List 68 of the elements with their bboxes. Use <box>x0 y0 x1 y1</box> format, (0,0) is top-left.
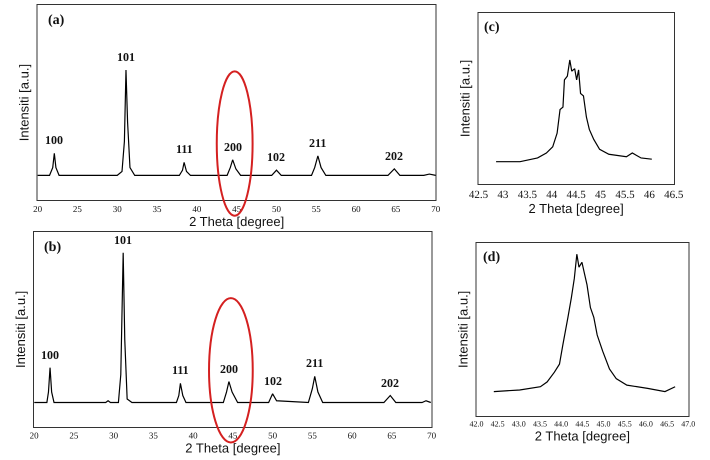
x-tick-label: 40 <box>188 430 198 441</box>
x-tick-label: 25 <box>72 204 82 214</box>
annotation: 202 <box>385 149 403 163</box>
x-tick-label: 65 <box>387 430 397 441</box>
x-tick-label: 35 <box>152 204 162 214</box>
x-axis-title: 2 Theta [degree] <box>528 201 624 216</box>
annotation: 102 <box>264 374 282 388</box>
x-tick-label: 46.5 <box>660 419 674 428</box>
annotation: 202 <box>381 376 399 390</box>
x-tick-label: 60 <box>352 204 362 214</box>
x-tick-label: 44.5 <box>575 419 590 428</box>
x-tick-label: 46 <box>644 189 656 202</box>
annotation: 102 <box>267 150 285 164</box>
x-tick-label: 30 <box>112 204 122 214</box>
x-tick-label: 45 <box>232 204 242 214</box>
annotation: 211 <box>306 356 324 370</box>
x-tick-label: 46.5 <box>664 189 684 202</box>
x-axis-title: 2 Theta [degree] <box>534 428 630 444</box>
annotation: 200 <box>224 140 242 154</box>
annotation: 111 <box>172 363 189 377</box>
x-tick-label: 70 <box>431 204 441 214</box>
x-tick-label: 60 <box>348 430 358 441</box>
x-tick-label: 65 <box>391 204 401 214</box>
x-tick-label: 43.0 <box>512 419 526 428</box>
y-axis-title: Intensiti [a.u.] <box>457 60 472 138</box>
x-tick-label: 43.5 <box>532 419 547 428</box>
x-tick-label: 45.0 <box>596 419 611 428</box>
x-axis-title: 2 Theta [degree] <box>189 214 284 229</box>
x-tick-label: 43 <box>497 189 509 202</box>
x-tick-label: 45 <box>595 189 607 202</box>
x-tick-label: 30 <box>109 430 119 441</box>
chart-title: (a) <box>48 13 65 28</box>
x-tick-label: 42.5 <box>490 419 505 428</box>
chart-title: (c) <box>484 20 500 35</box>
annotation: 100 <box>41 348 59 362</box>
x-tick-label: 42.5 <box>468 189 489 202</box>
y-axis-title: Intensiti [a.u.] <box>13 290 28 368</box>
y-axis-title: Intensiti [a.u.] <box>16 64 32 142</box>
x-tick-label: 44.5 <box>566 189 586 202</box>
x-tick-label: 55 <box>312 204 322 214</box>
y-axis-title: Intensiti [a.u.] <box>455 290 470 368</box>
x-tick-label: 20 <box>33 204 43 214</box>
x-tick-label: 35 <box>148 430 158 441</box>
annotation: 211 <box>309 136 326 150</box>
x-tick-label: 50 <box>272 204 282 214</box>
annotation: 101 <box>117 50 135 64</box>
x-tick-label: 45.5 <box>615 189 636 202</box>
x-axis-title: 2 Theta [degree] <box>185 440 280 456</box>
x-tick-label: 45 <box>228 430 238 441</box>
x-tick-label: 50 <box>268 430 278 441</box>
annotation: 100 <box>45 133 63 147</box>
chart-title: (b) <box>44 240 62 255</box>
annotation: 200 <box>220 362 238 376</box>
x-tick-label: 20 <box>30 430 40 441</box>
chart-title: (d) <box>483 250 500 265</box>
x-tick-label: 70 <box>427 430 437 441</box>
x-tick-label: 44 <box>546 189 558 202</box>
x-tick-label: 55 <box>308 430 318 441</box>
annotation: 111 <box>176 142 193 156</box>
x-tick-label: 43.5 <box>518 189 538 202</box>
annotation: 101 <box>114 233 132 247</box>
x-tick-label: 40 <box>192 204 202 214</box>
x-tick-label: 44.0 <box>554 419 568 428</box>
x-tick-label: 25 <box>69 430 79 441</box>
x-tick-label: 46.0 <box>638 419 653 428</box>
x-tick-label: 42.0 <box>469 419 484 428</box>
x-tick-label: 45.5 <box>618 419 632 428</box>
x-tick-label: 47.0 <box>681 419 696 428</box>
